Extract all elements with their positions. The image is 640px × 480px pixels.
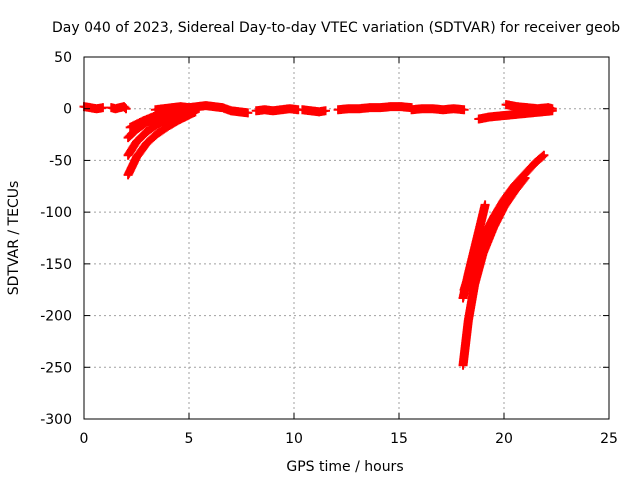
x-tick-label: 0 bbox=[80, 431, 89, 447]
axis-ticks bbox=[83, 56, 610, 420]
x-tick-label: 20 bbox=[495, 431, 513, 447]
x-tick-labels: 0 5 10 15 20 25 bbox=[80, 431, 618, 447]
x-axis-label: GPS time / hours bbox=[286, 459, 403, 475]
y-axis-label: SDTVAR / TECUs bbox=[6, 181, 22, 296]
data-marks bbox=[79, 100, 557, 370]
data-point-marks bbox=[459, 150, 549, 295]
series-track-late-steep-3 bbox=[459, 150, 549, 295]
data-point-marks bbox=[123, 107, 200, 180]
y-tick-label: -300 bbox=[40, 412, 72, 428]
y-tick-label: -250 bbox=[40, 360, 72, 376]
data-point-marks bbox=[407, 104, 469, 115]
series-track-near-zero-6 bbox=[333, 102, 417, 115]
x-tick-label: 15 bbox=[390, 431, 408, 447]
series-track-late-top bbox=[501, 100, 557, 114]
data-point-marks bbox=[501, 100, 557, 114]
data-point-marks bbox=[125, 105, 194, 132]
series-track-near-zero-5 bbox=[297, 105, 330, 117]
y-tick-label: 0 bbox=[63, 102, 72, 118]
x-tick-label: 25 bbox=[600, 431, 618, 447]
series-track-near-zero-4 bbox=[251, 104, 303, 116]
y-tick-label: -150 bbox=[40, 257, 72, 273]
y-tick-label: -200 bbox=[40, 309, 72, 325]
series-track-near-zero-7 bbox=[407, 104, 469, 115]
y-tick-label: -50 bbox=[49, 153, 72, 169]
y-tick-labels: 50 0 -50 -100 -150 -200 -250 -300 bbox=[40, 50, 72, 428]
series-track-early-4 bbox=[125, 105, 194, 132]
x-tick-label: 10 bbox=[285, 431, 303, 447]
data-point-marks bbox=[251, 104, 303, 116]
data-point-marks bbox=[333, 102, 417, 115]
y-tick-label: 50 bbox=[54, 50, 72, 66]
series-track-near-zero-2 bbox=[106, 102, 131, 114]
chart-title: Day 040 of 2023, Sidereal Day-to-day VTE… bbox=[52, 20, 620, 36]
data-point-marks bbox=[297, 105, 330, 117]
x-tick-label: 5 bbox=[185, 431, 194, 447]
data-point-marks bbox=[106, 102, 131, 114]
y-tick-label: -100 bbox=[40, 205, 72, 221]
series-track-early-3 bbox=[123, 107, 200, 180]
plot-frame bbox=[83, 56, 610, 420]
